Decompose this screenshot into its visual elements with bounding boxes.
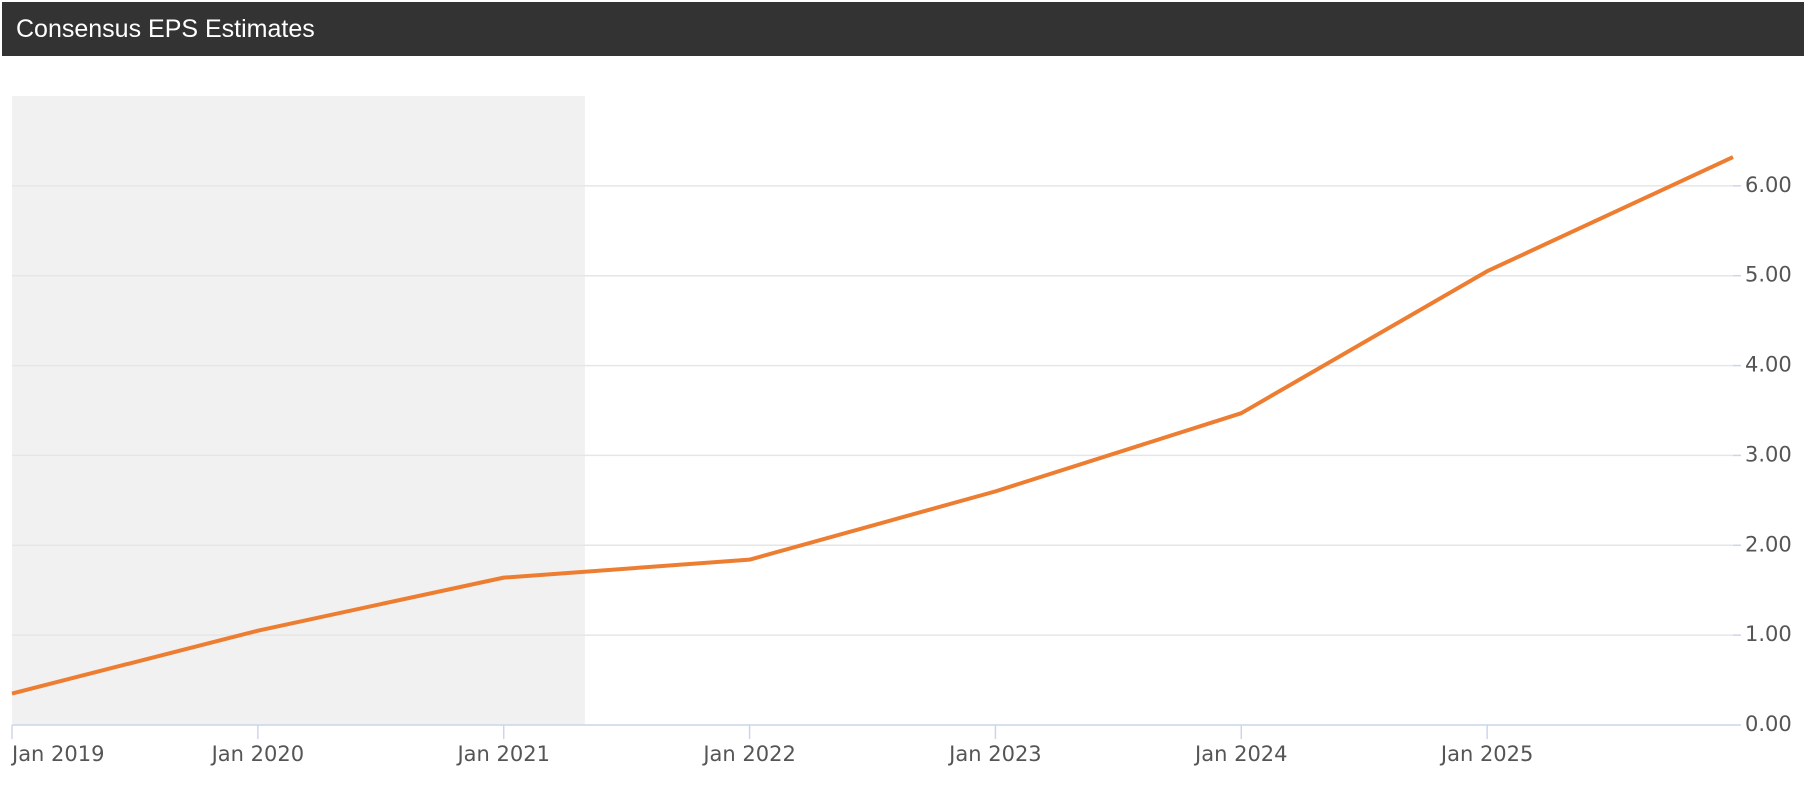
x-tick-label: Jan 2025: [1439, 742, 1534, 766]
y-tick-label: 1.00: [1745, 622, 1792, 646]
x-tick-label: Jan 2023: [947, 742, 1042, 766]
y-tick-label: 4.00: [1745, 353, 1792, 377]
y-tick-label: 6.00: [1745, 173, 1792, 197]
y-tick-label: 0.00: [1745, 712, 1792, 736]
chart-title: Consensus EPS Estimates: [2, 2, 1804, 56]
x-tick-label: Jan 2021: [455, 742, 550, 766]
x-tick-label: Jan 2022: [701, 742, 796, 766]
y-tick-label: 2.00: [1745, 532, 1792, 556]
y-tick-label: 3.00: [1745, 442, 1792, 466]
x-tick-label: Jan 2024: [1193, 742, 1288, 766]
highlight-band: [12, 96, 585, 725]
x-tick-label: Jan 2019: [10, 742, 105, 766]
y-tick-label: 5.00: [1745, 263, 1792, 287]
x-tick-label: Jan 2020: [210, 742, 305, 766]
line: [11, 155, 1734, 696]
